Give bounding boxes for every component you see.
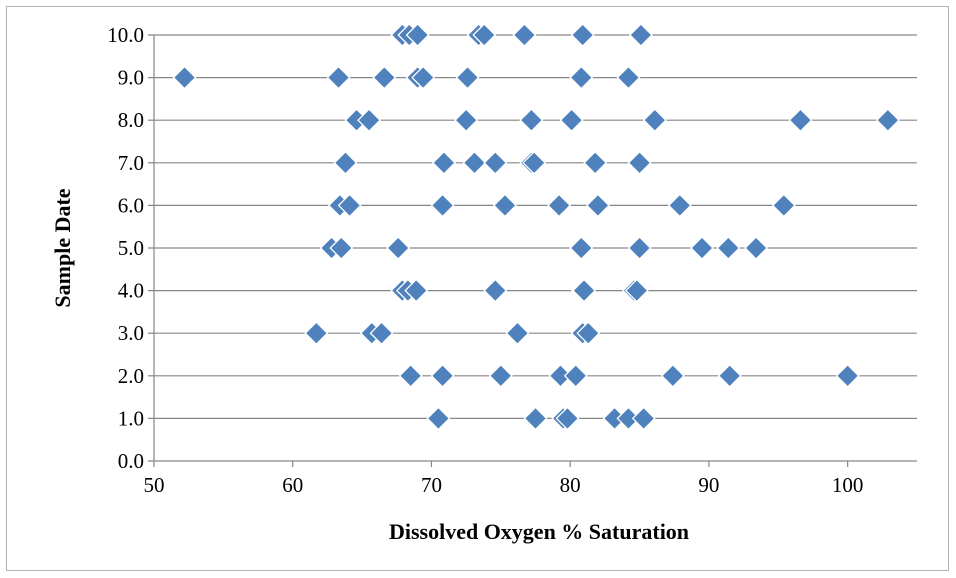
x-tick-label: 90 bbox=[698, 473, 719, 497]
data-point bbox=[505, 321, 530, 346]
data-point bbox=[426, 406, 451, 431]
data-point bbox=[835, 363, 860, 388]
data-point bbox=[432, 150, 456, 175]
data-point bbox=[616, 65, 641, 90]
data-point bbox=[398, 363, 423, 388]
y-tick-label: 1.0 bbox=[118, 406, 144, 430]
y-tick-label: 8.0 bbox=[118, 108, 144, 132]
data-point bbox=[667, 193, 692, 218]
data-point bbox=[430, 193, 455, 218]
y-tick-label: 3.0 bbox=[118, 321, 144, 345]
data-point bbox=[563, 363, 588, 388]
data-point bbox=[404, 278, 429, 303]
data-point bbox=[326, 65, 351, 90]
data-point bbox=[875, 108, 900, 133]
data-point bbox=[386, 236, 411, 260]
data-point bbox=[333, 150, 358, 175]
data-point bbox=[716, 236, 741, 260]
data-points bbox=[172, 23, 900, 431]
data-point bbox=[570, 23, 595, 47]
data-point bbox=[483, 278, 508, 303]
data-point bbox=[559, 108, 584, 133]
y-tick-label: 4.0 bbox=[118, 279, 144, 303]
data-point bbox=[629, 23, 653, 47]
y-tick-label: 5.0 bbox=[118, 236, 144, 260]
data-point bbox=[586, 193, 610, 218]
x-tick-label: 70 bbox=[421, 473, 442, 497]
data-point bbox=[462, 150, 487, 175]
gridlines bbox=[154, 34, 917, 419]
data-point bbox=[369, 321, 394, 346]
data-point bbox=[631, 406, 656, 431]
data-point bbox=[627, 236, 652, 260]
data-point bbox=[572, 278, 596, 303]
data-point bbox=[472, 23, 497, 47]
y-tick-label: 9.0 bbox=[118, 66, 144, 90]
data-point bbox=[337, 193, 362, 218]
data-point bbox=[717, 363, 742, 388]
y-tick-label: 6.0 bbox=[118, 193, 144, 217]
chart-frame: 0.0 1.0 2.0 3.0 4.0 5.0 6.0 7.0 8.0 9.0 10.0 50 60 7… bbox=[6, 6, 949, 571]
data-point bbox=[547, 193, 572, 218]
data-point bbox=[405, 23, 430, 47]
data-point bbox=[583, 150, 608, 175]
x-axis-title: Dissolved Oxygen % Saturation bbox=[389, 519, 689, 544]
data-point bbox=[690, 236, 714, 260]
data-point bbox=[642, 108, 667, 133]
scatter-chart: 0.0 1.0 2.0 3.0 4.0 5.0 6.0 7.0 8.0 9.0 10.0 50 60 7… bbox=[50, 23, 917, 544]
data-point bbox=[569, 236, 594, 260]
data-point bbox=[357, 108, 381, 133]
data-point bbox=[576, 321, 601, 346]
x-tick-label: 50 bbox=[144, 473, 165, 497]
y-tick-label: 0.0 bbox=[118, 449, 144, 473]
y-tick-label: 10.0 bbox=[107, 23, 144, 47]
data-point bbox=[660, 363, 685, 388]
axes bbox=[148, 34, 917, 467]
data-point bbox=[522, 150, 547, 175]
data-point bbox=[744, 236, 768, 260]
x-tick-label: 100 bbox=[832, 473, 864, 497]
y-axis-title: Sample Date bbox=[50, 188, 75, 307]
data-point bbox=[788, 108, 813, 133]
data-point bbox=[512, 23, 537, 47]
x-tick-label: 60 bbox=[282, 473, 303, 497]
data-point bbox=[329, 236, 354, 260]
data-point bbox=[627, 150, 652, 175]
data-point bbox=[569, 65, 594, 90]
data-point bbox=[411, 65, 436, 90]
data-point bbox=[372, 65, 397, 90]
data-point bbox=[555, 406, 580, 431]
y-tick-label: 2.0 bbox=[118, 364, 144, 388]
x-tick-labels: 50 60 70 80 90 100 bbox=[144, 473, 864, 497]
data-point bbox=[454, 108, 479, 133]
data-point bbox=[172, 65, 197, 90]
y-tick-label: 7.0 bbox=[118, 151, 144, 175]
y-tick-labels: 0.0 1.0 2.0 3.0 4.0 5.0 6.0 7.0 8.0 9.0 10.0 bbox=[107, 23, 144, 473]
data-point bbox=[488, 363, 513, 388]
data-point bbox=[523, 406, 548, 431]
x-tick-label: 80 bbox=[560, 473, 581, 497]
data-point bbox=[493, 193, 517, 218]
data-point bbox=[455, 65, 480, 90]
data-point bbox=[483, 150, 508, 175]
data-point bbox=[771, 193, 796, 218]
data-point bbox=[519, 108, 544, 133]
data-point bbox=[624, 278, 649, 303]
data-point bbox=[430, 363, 455, 388]
data-point bbox=[304, 321, 329, 346]
